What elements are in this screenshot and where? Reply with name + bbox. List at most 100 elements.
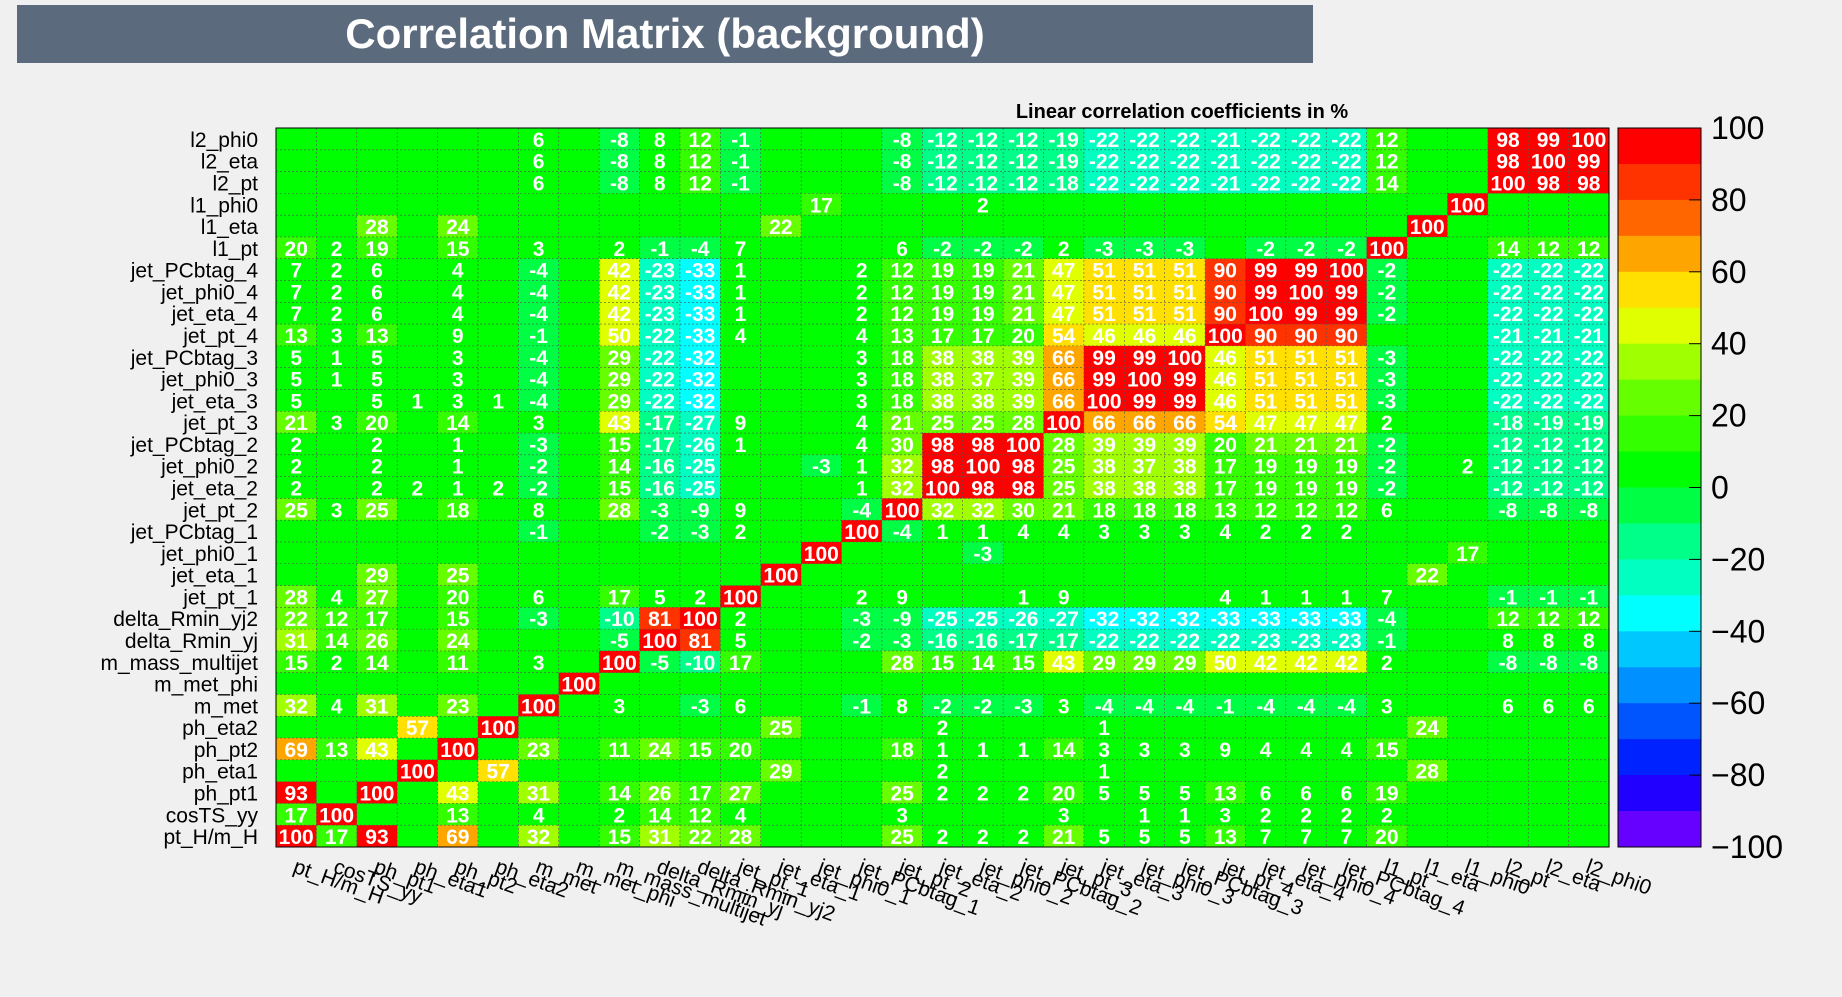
heatmap-cell	[1326, 149, 1368, 172]
cell-value-label: 21	[1294, 434, 1318, 457]
cell-value-label: 2	[331, 238, 343, 261]
cell-value-label: 25	[1052, 478, 1076, 501]
heatmap-cell	[639, 215, 681, 238]
cell-value-label: 1	[1341, 586, 1353, 609]
heatmap-cell	[599, 672, 640, 695]
heatmap-cell	[841, 193, 883, 216]
cell-value-label: 29	[1173, 652, 1196, 675]
heatmap-cell	[1003, 345, 1044, 369]
heatmap-cell	[760, 215, 802, 238]
heatmap-cell	[1285, 454, 1327, 478]
cell-value-label: 54	[1052, 325, 1076, 348]
heatmap-cell	[1043, 258, 1085, 281]
heatmap-cell	[316, 738, 358, 761]
heatmap-cell	[477, 629, 519, 652]
heatmap-cell	[1487, 563, 1529, 586]
heatmap-cell	[1366, 345, 1408, 369]
heatmap-cell	[1487, 128, 1529, 151]
cell-value-label: -22	[1493, 260, 1523, 283]
heatmap-cell	[720, 171, 762, 194]
heatmap-cell	[1124, 629, 1166, 652]
heatmap-cell	[1205, 149, 1246, 172]
heatmap-cell	[841, 128, 883, 151]
heatmap-cell	[922, 498, 964, 521]
cell-value-label: 3	[1058, 804, 1070, 827]
heatmap-cell	[1003, 171, 1044, 194]
cell-value-label: 29	[608, 390, 631, 413]
heatmap-cell	[1447, 672, 1489, 695]
cell-value-label: -22	[1574, 260, 1604, 283]
cell-value-label: 51	[1254, 369, 1278, 392]
heatmap-cell	[881, 498, 923, 521]
heatmap-cell	[962, 520, 1004, 543]
heatmap-cell	[639, 629, 681, 652]
cell-value-label: 6	[1381, 499, 1393, 522]
heatmap-cell	[1326, 803, 1368, 826]
heatmap-cell	[962, 302, 1004, 325]
heatmap-cell	[1285, 650, 1327, 674]
heatmap-cell	[1366, 629, 1408, 652]
heatmap-cell	[639, 498, 681, 521]
cell-value-label: -3	[974, 543, 993, 566]
colorbar-swatch	[1618, 379, 1701, 416]
heatmap-cell	[356, 367, 398, 390]
heatmap-cell	[720, 759, 762, 783]
cell-value-label: 38	[1173, 456, 1197, 479]
heatmap-cell	[437, 367, 479, 390]
heatmap-cell	[276, 236, 317, 260]
cell-value-label: -22	[1493, 369, 1523, 392]
cell-value-label: 20	[1375, 826, 1398, 849]
heatmap-cell	[1366, 520, 1408, 543]
cell-value-label: 2	[1300, 804, 1312, 827]
heatmap-cell	[1205, 541, 1246, 565]
heatmap-cell	[558, 759, 600, 783]
cell-value-label: -21	[1493, 325, 1524, 348]
colorbar-swatch	[1618, 811, 1701, 848]
heatmap-cell	[1124, 781, 1166, 804]
heatmap-cell	[922, 563, 964, 586]
heatmap-cell	[558, 541, 600, 565]
heatmap-cell	[881, 433, 923, 456]
cell-value-label: 24	[648, 739, 672, 762]
heatmap-cell	[962, 803, 1004, 826]
cell-value-label: -12	[1493, 434, 1523, 457]
heatmap-cell	[760, 650, 802, 674]
heatmap-cell	[720, 563, 762, 586]
cell-value-label: 57	[406, 717, 429, 740]
heatmap-cell	[397, 541, 438, 565]
cell-value-label: -8	[1499, 499, 1518, 522]
heatmap-cell	[1205, 171, 1246, 194]
heatmap-cell	[1568, 193, 1610, 216]
cell-value-label: 1	[452, 434, 464, 457]
heatmap-cell	[1205, 476, 1246, 499]
heatmap-cell	[1043, 302, 1085, 325]
heatmap-cell	[437, 607, 479, 630]
heatmap-cell	[518, 433, 560, 456]
cell-value-label: 1	[1260, 586, 1272, 609]
cell-value-label: -9	[691, 499, 710, 522]
heatmap-cell	[1447, 411, 1489, 434]
cell-value-label: 25	[971, 412, 995, 435]
heatmap-cell	[1205, 193, 1246, 216]
heatmap-cell	[1447, 345, 1489, 369]
cell-value-label: 18	[890, 390, 914, 413]
heatmap-cell	[599, 236, 640, 260]
heatmap-cell	[316, 128, 358, 151]
heatmap-cell	[518, 541, 560, 565]
heatmap-cell	[1083, 694, 1125, 717]
heatmap-cell	[1568, 694, 1610, 717]
cell-value-label: 1	[331, 347, 343, 370]
cell-value-label: 1	[977, 739, 989, 762]
cell-value-label: 23	[527, 739, 550, 762]
heatmap-cell	[1083, 781, 1125, 804]
heatmap-cell	[316, 650, 358, 674]
cell-value-label: 12	[1335, 499, 1358, 522]
y-axis-labels: l2_phi0l2_etal2_ptl1_phi0l1_etal1_ptjet_…	[100, 129, 258, 849]
cell-value-label: -8	[893, 151, 912, 174]
heatmap-cell	[801, 629, 842, 652]
heatmap-cell	[841, 454, 883, 478]
cell-value-label: 4	[331, 586, 343, 609]
cell-value-label: 13	[1214, 826, 1237, 849]
heatmap-cell	[760, 716, 802, 739]
